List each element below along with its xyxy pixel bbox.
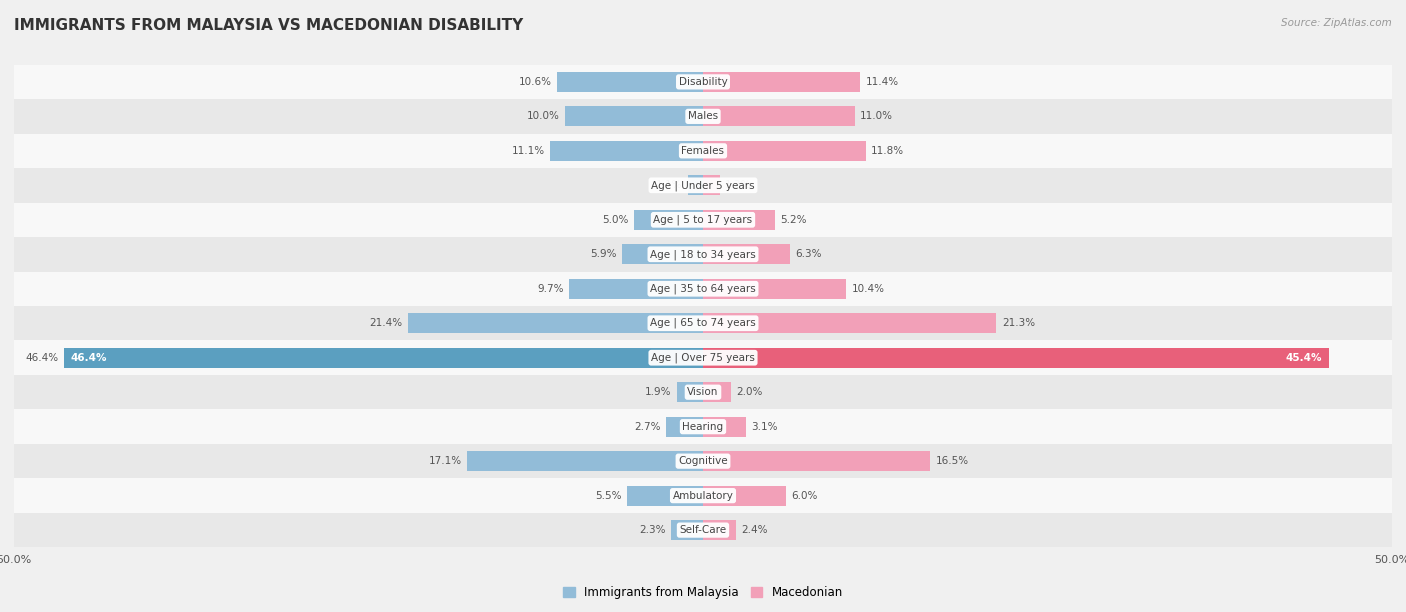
Bar	[703, 210, 775, 230]
Bar	[666, 417, 703, 437]
Bar	[467, 451, 703, 471]
Text: 45.4%: 45.4%	[1285, 353, 1322, 363]
Bar	[14, 133, 1392, 168]
Text: 3.1%: 3.1%	[751, 422, 778, 431]
Text: 46.4%: 46.4%	[70, 353, 107, 363]
Bar	[671, 520, 703, 540]
Text: Age | Under 5 years: Age | Under 5 years	[651, 180, 755, 190]
Text: 2.0%: 2.0%	[737, 387, 762, 397]
Bar	[557, 72, 703, 92]
Bar	[565, 106, 703, 126]
Text: 9.7%: 9.7%	[537, 284, 564, 294]
Bar	[14, 375, 1392, 409]
Text: Age | 5 to 17 years: Age | 5 to 17 years	[654, 215, 752, 225]
Text: 5.2%: 5.2%	[780, 215, 807, 225]
Bar	[14, 168, 1392, 203]
Bar	[703, 175, 720, 195]
Bar	[14, 237, 1392, 272]
Bar	[550, 141, 703, 161]
Text: Age | 35 to 64 years: Age | 35 to 64 years	[650, 283, 756, 294]
Text: 10.4%: 10.4%	[852, 284, 884, 294]
Bar	[408, 313, 703, 334]
Text: 11.0%: 11.0%	[860, 111, 893, 121]
Text: 21.4%: 21.4%	[370, 318, 402, 328]
Bar	[703, 382, 731, 402]
Bar	[634, 210, 703, 230]
Text: 10.0%: 10.0%	[527, 111, 560, 121]
Text: IMMIGRANTS FROM MALAYSIA VS MACEDONIAN DISABILITY: IMMIGRANTS FROM MALAYSIA VS MACEDONIAN D…	[14, 18, 523, 34]
Bar	[703, 313, 997, 334]
Text: Hearing: Hearing	[682, 422, 724, 431]
Text: 2.3%: 2.3%	[640, 525, 666, 535]
Text: Age | 65 to 74 years: Age | 65 to 74 years	[650, 318, 756, 329]
Text: Ambulatory: Ambulatory	[672, 491, 734, 501]
Text: 11.4%: 11.4%	[866, 77, 898, 87]
Bar	[14, 444, 1392, 479]
Bar	[703, 278, 846, 299]
Text: Disability: Disability	[679, 77, 727, 87]
Bar	[14, 203, 1392, 237]
Text: 5.9%: 5.9%	[589, 249, 616, 259]
Text: 6.3%: 6.3%	[796, 249, 823, 259]
Text: 6.0%: 6.0%	[792, 491, 817, 501]
Text: 2.7%: 2.7%	[634, 422, 661, 431]
Bar	[703, 106, 855, 126]
Text: Age | 18 to 34 years: Age | 18 to 34 years	[650, 249, 756, 259]
Text: 2.4%: 2.4%	[741, 525, 768, 535]
Bar	[569, 278, 703, 299]
Text: 1.1%: 1.1%	[655, 181, 682, 190]
Bar	[676, 382, 703, 402]
Bar	[703, 486, 786, 506]
Text: Males: Males	[688, 111, 718, 121]
Bar	[627, 486, 703, 506]
Text: 11.8%: 11.8%	[872, 146, 904, 156]
Bar	[703, 72, 860, 92]
Text: 10.6%: 10.6%	[519, 77, 551, 87]
Text: 21.3%: 21.3%	[1002, 318, 1035, 328]
Bar	[14, 65, 1392, 99]
Bar	[14, 479, 1392, 513]
Bar	[14, 340, 1392, 375]
Bar	[703, 348, 1329, 368]
Bar	[703, 451, 931, 471]
Bar	[14, 306, 1392, 340]
Text: 17.1%: 17.1%	[429, 456, 461, 466]
Text: 5.0%: 5.0%	[602, 215, 628, 225]
Bar	[14, 513, 1392, 547]
Text: 16.5%: 16.5%	[936, 456, 969, 466]
Bar	[14, 272, 1392, 306]
Bar	[703, 417, 745, 437]
Bar	[14, 409, 1392, 444]
Text: 1.2%: 1.2%	[725, 181, 752, 190]
Text: Vision: Vision	[688, 387, 718, 397]
Bar	[703, 141, 866, 161]
Text: Age | Over 75 years: Age | Over 75 years	[651, 353, 755, 363]
Text: 11.1%: 11.1%	[512, 146, 544, 156]
Bar	[63, 348, 703, 368]
Text: 5.5%: 5.5%	[595, 491, 621, 501]
Text: Source: ZipAtlas.com: Source: ZipAtlas.com	[1281, 18, 1392, 28]
Text: Cognitive: Cognitive	[678, 456, 728, 466]
Text: Self-Care: Self-Care	[679, 525, 727, 535]
Text: Females: Females	[682, 146, 724, 156]
Bar	[14, 99, 1392, 133]
Bar	[688, 175, 703, 195]
Bar	[621, 244, 703, 264]
Legend: Immigrants from Malaysia, Macedonian: Immigrants from Malaysia, Macedonian	[558, 581, 848, 603]
Bar	[703, 244, 790, 264]
Bar	[703, 520, 737, 540]
Text: 46.4%: 46.4%	[25, 353, 58, 363]
Text: 1.9%: 1.9%	[645, 387, 671, 397]
